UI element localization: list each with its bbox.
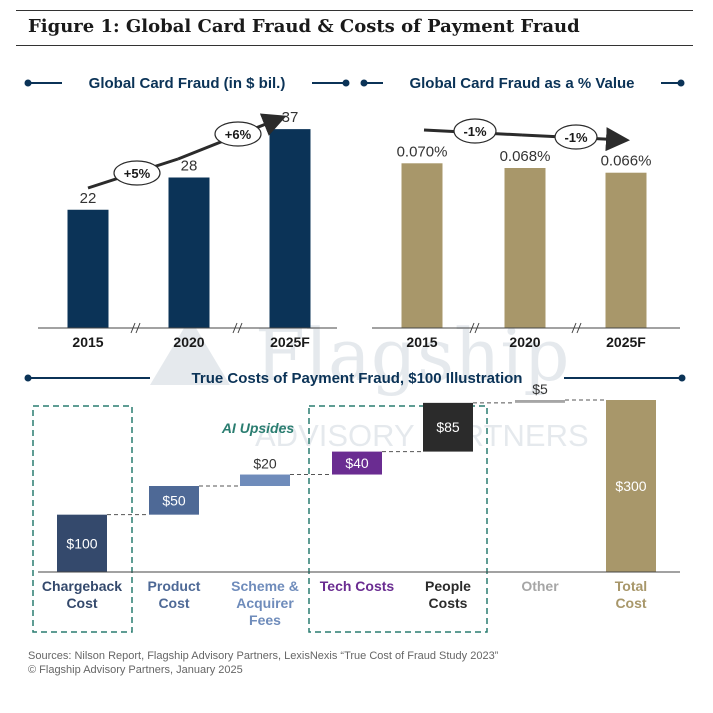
chart3-value-label: $50 bbox=[162, 492, 186, 508]
sources-line: Sources: Nilson Report, Flagship Advisor… bbox=[28, 650, 499, 662]
chart2-value-label: 0.066% bbox=[601, 153, 652, 170]
chart2-title: Global Card Fraud as a % Value bbox=[409, 75, 634, 92]
title-top-rule bbox=[16, 10, 693, 11]
chart3-tick-label: Scheme & Acquirer Fees bbox=[231, 578, 299, 628]
watermark-sail-icon bbox=[150, 318, 230, 385]
title-bottom-rule bbox=[16, 45, 693, 46]
chart2-change-label: -1% bbox=[564, 130, 588, 145]
copyright-line: © Flagship Advisory Partners, January 20… bbox=[28, 664, 243, 676]
chart3-bar bbox=[332, 451, 382, 475]
chart3-bar bbox=[149, 486, 199, 515]
chart1-growth-label: +6% bbox=[225, 127, 252, 142]
chart-global-card-fraud: Global Card Fraud (in $ bil.) 22 2015 28 20… bbox=[24, 75, 350, 350]
chart1-tick-label: 2020 bbox=[173, 334, 204, 350]
chart2-title-dot-left bbox=[360, 79, 368, 87]
chart2-value-label: 0.070% bbox=[397, 143, 448, 160]
chart3-value-label: $85 bbox=[436, 419, 460, 435]
chart1-title-dot-left bbox=[24, 79, 32, 87]
chart3-value-label: $40 bbox=[345, 455, 369, 471]
chart1-title: Global Card Fraud (in $ bil.) bbox=[89, 75, 286, 92]
chart1-value-label: 28 bbox=[181, 158, 198, 175]
chart3-bar bbox=[606, 400, 656, 572]
chart3-tick-label: Total Cost bbox=[615, 578, 647, 611]
chart3-title: True Costs of Payment Fraud, $100 Illust… bbox=[192, 370, 523, 387]
chart3-title-dot-right bbox=[678, 374, 686, 382]
chart2-tick-label: 2025F bbox=[606, 334, 646, 350]
chart3-value-label: $300 bbox=[615, 478, 646, 494]
chart1-bar bbox=[67, 209, 109, 328]
ai-upside-group-box bbox=[308, 405, 488, 633]
chart3-value-label: $5 bbox=[532, 381, 548, 397]
watermark-line2: ADVISORY PARTNERS bbox=[255, 418, 589, 453]
chart2-value-label: 0.068% bbox=[500, 148, 551, 165]
chart2-axis-break bbox=[571, 322, 582, 334]
chart1-growth-badge bbox=[113, 160, 161, 186]
chart3-title-dot-left bbox=[24, 374, 32, 382]
chart3-tick-label: Chargeback Cost bbox=[42, 578, 122, 611]
chart2-bar bbox=[605, 172, 647, 328]
chart1-bar bbox=[269, 129, 311, 328]
chart3-tick-label: Other bbox=[521, 578, 559, 594]
chart3-bar bbox=[423, 402, 473, 452]
chart-fraud-percent-value: Global Card Fraud as a % Value 0.070% 201… bbox=[360, 75, 685, 350]
chart2-change-label: -1% bbox=[463, 124, 487, 139]
chart2-change-badge bbox=[453, 118, 497, 144]
chart3-bar bbox=[515, 400, 565, 403]
chart1-growth-badge bbox=[214, 121, 262, 147]
chart2-tick-label: 2015 bbox=[406, 334, 437, 350]
chart3-value-label: $100 bbox=[66, 535, 97, 551]
chart3-tick-label: Tech Costs bbox=[320, 578, 395, 594]
ai-upsides-label: AI Upsides bbox=[221, 420, 295, 436]
chart2-title-dot-right bbox=[677, 79, 685, 87]
chart1-axis-break bbox=[130, 322, 141, 334]
chart1-value-label: 22 bbox=[80, 190, 97, 207]
chart3-value-label: $20 bbox=[253, 456, 277, 472]
chart2-change-badge bbox=[554, 124, 598, 150]
ai-upside-group-box bbox=[32, 405, 133, 633]
chart3-tick-label: Product Cost bbox=[148, 578, 201, 611]
chart1-growth-label: +5% bbox=[124, 166, 151, 181]
chart3-bar bbox=[57, 514, 107, 572]
chart1-axis-break bbox=[232, 322, 243, 334]
chart1-tick-label: 2025F bbox=[270, 334, 310, 350]
chart2-bar bbox=[401, 163, 443, 328]
chart3-tick-label: People Costs bbox=[425, 578, 471, 611]
chart-true-costs: True Costs of Payment Fraud, $100 Illust… bbox=[24, 370, 686, 633]
chart3-bar bbox=[240, 474, 290, 486]
figure-title: Figure 1: Global Card Fraud & Costs of P… bbox=[28, 16, 580, 37]
chart1-bar bbox=[168, 177, 210, 328]
chart2-axis-break bbox=[469, 322, 480, 334]
chart2-tick-label: 2020 bbox=[509, 334, 540, 350]
chart1-value-label: 37 bbox=[282, 109, 299, 126]
chart2-bar bbox=[504, 168, 546, 328]
chart1-tick-label: 2015 bbox=[72, 334, 103, 350]
chart1-title-dot-right bbox=[342, 79, 350, 87]
figure-canvas: Flagship ADVISORY PARTNERS Global Card F… bbox=[24, 75, 686, 633]
